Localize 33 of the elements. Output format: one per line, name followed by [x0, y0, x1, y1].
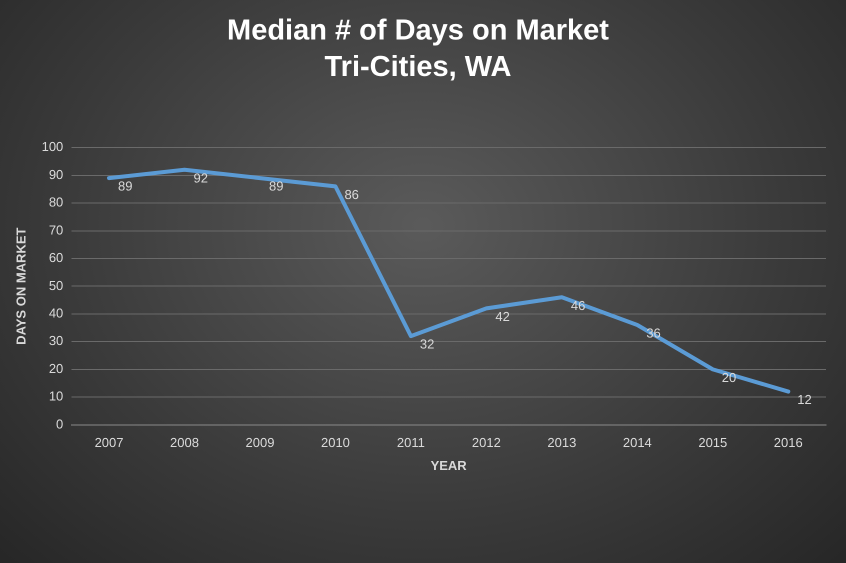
- y-tick-label: 90: [48, 166, 64, 182]
- data-label: 92: [193, 170, 208, 186]
- x-axis-title: YEAR: [430, 458, 468, 473]
- data-label: 89: [118, 178, 132, 194]
- y-axis-title: DAYS ON MARKET: [13, 228, 28, 345]
- x-tick-label: 2011: [396, 435, 425, 450]
- x-tick-label: 2012: [472, 435, 501, 450]
- y-tick-label: 0: [56, 416, 64, 432]
- x-tick-label: 2014: [622, 435, 652, 450]
- x-tick-label: 2009: [246, 435, 274, 450]
- x-tick-label: 2015: [698, 435, 728, 450]
- y-tick-label: 100: [42, 139, 64, 154]
- data-label: 89: [268, 178, 284, 194]
- x-tick-label: 2010: [320, 435, 350, 450]
- chart-title: Median # of Days on Market: [227, 14, 610, 46]
- data-label: 36: [646, 326, 661, 341]
- y-tick-label: 70: [48, 222, 64, 238]
- data-label: 86: [344, 186, 359, 202]
- y-tick-label: 60: [48, 250, 64, 266]
- x-tick-label: 2013: [547, 435, 576, 450]
- y-tick-label: 80: [48, 194, 64, 210]
- y-tick-label: 20: [48, 360, 64, 376]
- x-tick-label: 2016: [774, 435, 803, 450]
- x-tick-label: 2008: [170, 435, 199, 450]
- chart-subtitle: Tri-Cities, WA: [324, 51, 512, 84]
- y-tick-label: 40: [48, 306, 64, 320]
- y-tick-label: 50: [48, 278, 64, 293]
- data-label: 12: [797, 392, 812, 408]
- x-tick-label: 2007: [94, 435, 124, 450]
- data-label: 32: [420, 336, 434, 352]
- y-tick-label: 30: [48, 333, 64, 348]
- data-label: 42: [495, 308, 510, 324]
- y-tick-label: 10: [48, 388, 64, 404]
